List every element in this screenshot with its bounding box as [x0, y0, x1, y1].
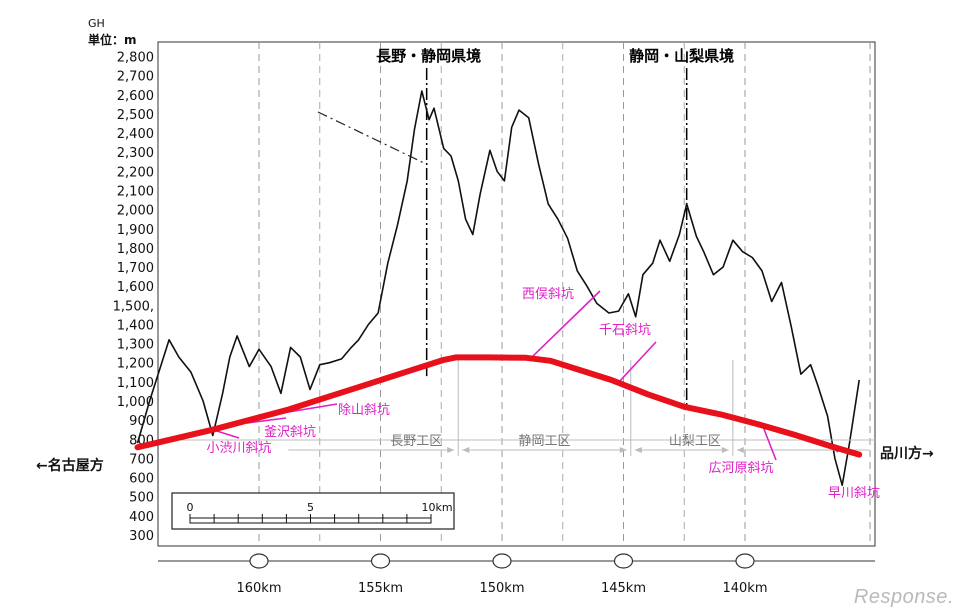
y-tick-label: 1,300	[117, 338, 154, 353]
scale-bar-label: 5	[307, 501, 314, 514]
y-tick-label: 900	[129, 414, 154, 429]
x-tick-label: 140km	[722, 581, 767, 596]
shaft-label: 広河原斜坑	[708, 461, 773, 476]
shaft-label: 西俣斜坑	[522, 287, 574, 302]
section-arrow-yamanashi-head-right	[721, 447, 729, 453]
x-tick-label: 155km	[358, 581, 403, 596]
y-tick-label: 1,900	[117, 223, 154, 238]
y-tick-label: 300	[129, 529, 154, 544]
section-arrow-yamanashi-head-left	[634, 447, 642, 453]
scale-bar-label: 10km	[421, 501, 452, 514]
y-tick-label: 1,200	[117, 357, 154, 372]
section-label-yamanashi: 山梨工区	[669, 434, 721, 449]
direction-label-nagoya: ←名古屋方	[36, 457, 104, 474]
y-tick-label: 1,000	[117, 395, 154, 410]
boundary-guide-stroke	[317, 111, 425, 164]
scale-bar-label: 0	[187, 501, 194, 514]
shaft-line	[530, 290, 601, 359]
y-tick-label: 1,400	[117, 318, 154, 333]
prefecture-boundary-label: 静岡・山梨県境	[629, 47, 734, 65]
y-tick-label: 2,800	[117, 51, 154, 66]
tunnel-route-line	[134, 354, 863, 458]
shaft-label: 千石斜坑	[599, 323, 651, 338]
plot-frame	[157, 41, 876, 547]
ground-profile-line	[136, 90, 860, 487]
x-axis-station-marker	[492, 553, 512, 569]
y-unit-label: 単位：m	[88, 32, 137, 47]
shaft-label: 除山斜坑	[338, 403, 390, 418]
section-label-shizuoka: 静岡工区	[519, 434, 571, 449]
watermark: Response.	[853, 586, 954, 608]
x-tick-label: 145km	[601, 581, 646, 596]
y-tick-label: 1,500,	[113, 299, 154, 314]
shaft-line	[618, 341, 657, 383]
y-tick-label: 2,400	[117, 127, 154, 142]
x-axis-station-marker	[613, 553, 634, 569]
section-arrow-shizuoka-head-right	[619, 447, 627, 453]
section-arrow-nagano-head	[447, 447, 455, 453]
shaft-line	[761, 423, 777, 461]
y-tick-label: 700	[129, 452, 154, 467]
direction-label-shinagawa: 品川方→	[880, 445, 934, 462]
x-axis-station-marker	[370, 553, 391, 569]
x-tick-label: 160km	[236, 581, 281, 596]
y-unit-label-gh: GH	[88, 17, 105, 30]
y-tick-label: 1,100	[117, 376, 154, 391]
scale-bar-half	[189, 517, 311, 524]
y-tick-label: 2,500	[117, 108, 154, 123]
y-tick-label: 600	[129, 472, 154, 487]
y-tick-label: 2,300	[117, 146, 154, 161]
prefecture-boundary-label: 長野・静岡県境	[376, 47, 481, 65]
section-label-nagano: 長野工区	[390, 434, 442, 449]
y-tick-label: 2,200	[117, 165, 154, 180]
shaft-label: 釜沢斜坑	[264, 425, 316, 440]
shaft-label: 小渋川斜坑	[206, 441, 271, 456]
shaft-label: 早川斜坑	[828, 486, 880, 501]
y-tick-label: 2,100	[117, 184, 154, 199]
y-tick-label: 1,600	[117, 280, 154, 295]
y-tick-label: 2,700	[117, 70, 154, 85]
section-arrow-right-head	[736, 447, 744, 453]
y-tick-label: 400	[129, 510, 154, 525]
x-axis-station-marker	[249, 553, 269, 569]
x-tick-label: 150km	[479, 581, 524, 596]
y-tick-label: 1,700	[117, 261, 154, 276]
shaft-line	[246, 417, 287, 424]
x-axis-station-marker	[735, 553, 755, 569]
y-tick-label: 2,000	[117, 204, 154, 219]
y-tick-label: 2,600	[117, 89, 154, 104]
section-arrow-shizuoka-head-left	[462, 447, 470, 453]
y-tick-label: 1,800	[117, 242, 154, 257]
y-tick-label: 500	[129, 491, 154, 506]
